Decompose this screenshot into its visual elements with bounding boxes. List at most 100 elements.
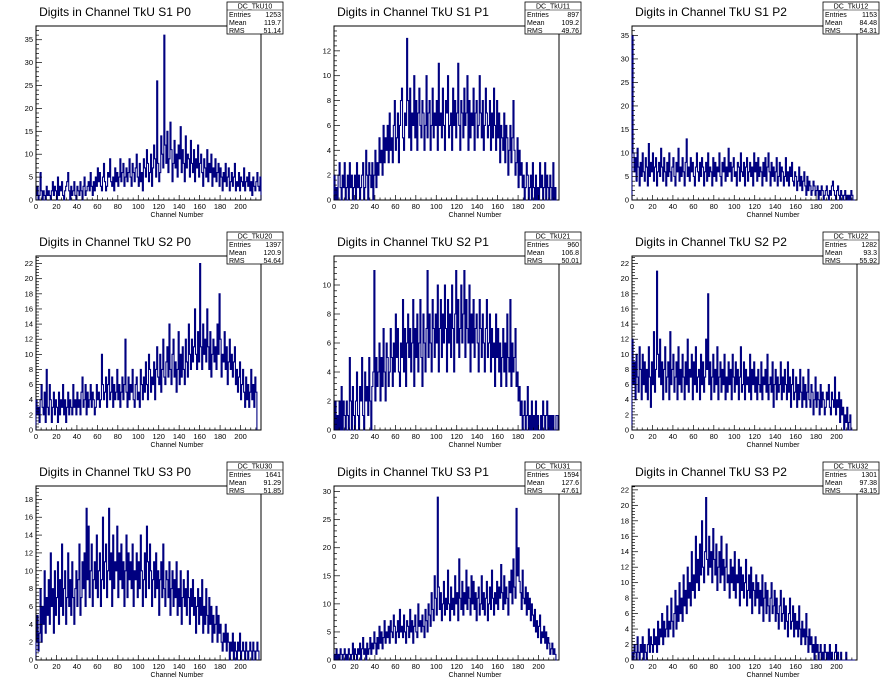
x-tick-label: 20 [52,432,60,441]
stats-label: Entries [825,12,847,19]
x-tick-label: 100 [132,202,145,211]
x-tick-label: 0 [332,432,336,441]
x-tick-label: 80 [114,662,122,671]
x-tick-label: 200 [234,432,247,441]
x-tick-label: 0 [34,202,38,211]
x-tick-label: 60 [93,432,101,441]
stats-label: Entries [825,242,847,249]
stats-value: 897 [567,12,579,19]
y-tick-label: 16 [25,304,33,313]
x-axis-label: Channel Number [151,212,205,219]
y-tick-label: 12 [25,548,33,557]
histogram-svg: Digits in Channel TkU S3 P10 20 40 60 80 100 1… [323,461,582,679]
x-tick-label: 60 [391,202,399,211]
y-tick-label: 4 [29,620,33,629]
x-tick-label: 20 [648,662,656,671]
y-tick-label: 14 [25,531,33,540]
y-tick-label: 10 [621,350,629,359]
x-tick-label: 120 [152,202,165,211]
y-tick-label: 25 [621,78,629,87]
y-tick-label: 18 [25,495,33,504]
y-tick-label: 8 [625,365,629,374]
x-tick-label: 180 [512,662,525,671]
x-tick-label: 60 [391,662,399,671]
x-tick-label: 100 [430,202,443,211]
y-tick-label: 16 [621,304,629,313]
x-tick-label: 20 [350,662,358,671]
y-tick-label: 0 [29,656,33,665]
x-tick-label: 0 [34,432,38,441]
stats-box [822,461,880,495]
stats-value: 84.48 [859,20,877,27]
y-tick-label: 5 [327,627,331,636]
x-tick-label: 200 [234,202,247,211]
x-tick-label: 140 [769,202,782,211]
x-tick-label: 100 [728,662,741,671]
x-tick-label: 160 [491,432,504,441]
stats-label: Mean [825,20,843,27]
x-tick-label: 60 [93,202,101,211]
stats-box [524,231,582,265]
x-axis-label: Channel Number [449,672,503,679]
y-tick-label: 10 [25,150,33,159]
stats-value: 1301 [861,472,877,479]
y-tick-label: 22 [621,259,629,268]
x-tick-label: 40 [371,202,379,211]
y-tick-label: 20 [621,501,629,510]
y-tick-label: 12 [621,563,629,572]
x-tick-label: 0 [332,202,336,211]
stats-label: RMS [825,258,841,265]
x-tick-label: 80 [710,202,718,211]
y-tick-label: 22 [621,485,629,494]
stats-box [226,1,284,35]
y-tick-label: 12 [323,46,331,55]
histogram-pad: Digits in Channel TkU S3 P2 0 20 40 60 80 100 1… [596,460,894,690]
stats-label: Entries [527,242,549,249]
y-tick-label: 6 [29,602,33,611]
y-tick-label: 18 [621,516,629,525]
stats-value: 91.29 [263,480,281,487]
y-tick-label: 2 [29,410,33,419]
histogram-pad: Digits in Channel TkU S2 P0 0 20 40 60 80 100 1… [0,230,298,460]
x-tick-label: 140 [471,662,484,671]
y-tick-label: 10 [25,566,33,575]
stats-label: Entries [229,12,251,19]
x-axis-label: Channel Number [747,212,801,219]
x-tick-label: 100 [430,432,443,441]
histogram-svg: Digits in Channel TkU S1 P10 20 40 60 80 100 1… [323,1,582,219]
x-tick-label: 40 [73,662,81,671]
x-tick-label: 180 [214,662,227,671]
histogram-line [631,270,853,431]
y-tick-label: 0 [625,656,629,665]
x-tick-label: 60 [391,432,399,441]
x-axis-label: Channel Number [747,672,801,679]
histogram-line [35,263,258,430]
stats-value: 119.7 [264,20,281,27]
x-tick-label: 0 [630,662,634,671]
y-tick-label: 8 [29,365,33,374]
plot-title: Digits in Channel TkU S1 P0 [39,5,191,19]
stats-label: Entries [229,242,251,249]
y-tick-label: 8 [625,594,629,603]
x-tick-label: 40 [73,202,81,211]
x-tick-label: 180 [810,662,823,671]
stats-label: Entries [527,12,549,19]
stats-label: Entries [825,472,847,479]
stats-label: Mean [825,480,843,487]
x-tick-label: 160 [193,202,206,211]
y-tick-label: 10 [323,71,331,80]
x-tick-label: 160 [789,662,802,671]
y-tick-label: 15 [621,125,629,134]
x-tick-label: 80 [114,202,122,211]
x-tick-label: 0 [34,662,38,671]
histogram-pad: Digits in Channel TkU S2 P1 0 20 40 60 80 100 1… [298,230,596,460]
y-tick-label: 4 [625,625,629,634]
x-tick-label: 40 [669,202,677,211]
histogram-pad: Digits in Channel TkU S1 P2 0 20 40 60 80 100 1… [596,0,894,230]
x-tick-label: 200 [830,662,843,671]
stats-value: 120.9 [263,250,281,257]
x-tick-label: 40 [669,662,677,671]
plot-title: Digits in Channel TkU S3 P1 [337,465,489,479]
histogram-line [35,34,262,201]
y-tick-label: 16 [25,513,33,522]
